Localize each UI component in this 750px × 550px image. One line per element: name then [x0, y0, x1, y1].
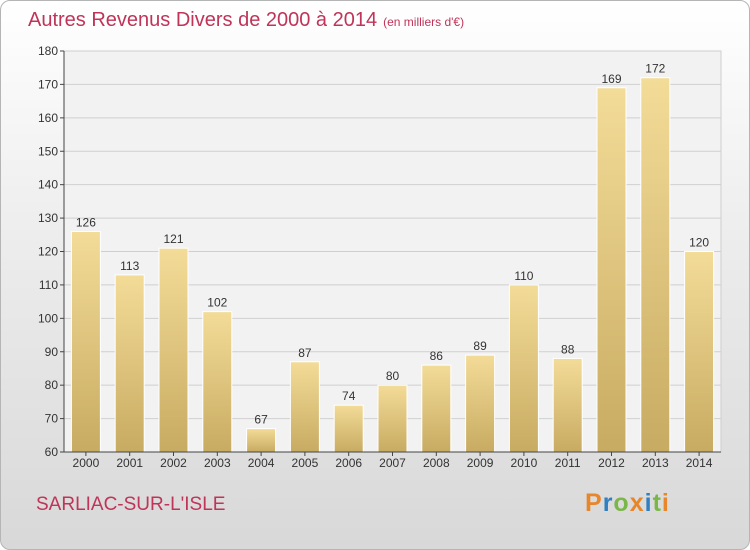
bar [465, 354, 496, 453]
bar-value-label: 102 [207, 296, 227, 310]
y-tick-label: 90 [45, 345, 59, 359]
y-tick-label: 170 [38, 77, 58, 91]
bar-value-label: 67 [254, 413, 268, 427]
x-tick-label: 2003 [204, 456, 231, 470]
logo-letter: P [585, 489, 603, 517]
y-tick-label: 160 [38, 111, 58, 125]
bar [333, 404, 364, 453]
bar-value-label: 172 [645, 62, 665, 76]
x-tick-label: 2001 [116, 456, 143, 470]
y-tick-label: 60 [45, 445, 59, 459]
x-axis: 2000 2001 2002 2003 2004 2005 2006 2007 2008 2009… [64, 451, 721, 470]
x-tick-label: 2014 [686, 456, 713, 470]
bar-value-label: 88 [561, 342, 575, 356]
logo-letter: t [652, 489, 662, 517]
bar-value-label: 80 [386, 369, 400, 383]
bar-value-label: 89 [473, 339, 487, 353]
y-axis: 60 70 80 90 100 110 120 130 140 150 160 170 180 [38, 44, 65, 459]
x-tick-label: 2004 [248, 456, 275, 470]
y-tick-label: 180 [38, 44, 58, 58]
bar [158, 247, 189, 453]
y-tick-label: 70 [45, 412, 59, 426]
bar-value-label: 110 [514, 269, 533, 283]
logo-letter: o [613, 489, 630, 517]
bar [684, 251, 715, 453]
bar [202, 311, 233, 453]
y-tick-label: 120 [38, 245, 58, 259]
title-text: Autres Revenus Divers de 2000 à 2014 [28, 9, 378, 31]
x-tick-label: 2013 [642, 456, 669, 470]
y-tick-label: 80 [45, 378, 59, 392]
x-tick-label: 2009 [467, 456, 494, 470]
bar-value-label: 126 [76, 215, 96, 229]
x-tick-label: 2010 [511, 456, 538, 470]
bar [246, 428, 277, 453]
bar [552, 357, 583, 453]
bar [70, 230, 101, 453]
bar [289, 361, 320, 453]
x-tick-label: 2007 [379, 456, 406, 470]
bar-value-label: 169 [601, 72, 621, 86]
bar-value-label: 121 [163, 232, 183, 246]
title-unit: (en milliers d'€) [383, 15, 465, 29]
x-tick-label: 2005 [292, 456, 319, 470]
x-tick-label: 2000 [73, 456, 100, 470]
bar [114, 274, 145, 453]
y-tick-label: 140 [38, 178, 58, 192]
x-tick-label: 2011 [555, 456, 581, 470]
chart-title: Autres Revenus Divers de 2000 à 2014 (en … [28, 9, 464, 32]
x-tick-label: 2006 [335, 456, 362, 470]
bar-value-label: 120 [689, 236, 709, 250]
logo-letter: r [602, 489, 614, 517]
commune-name: SARLIAC-SUR-L'ISLE [36, 494, 226, 515]
bar [421, 364, 452, 453]
bar [596, 87, 627, 453]
y-tick-label: 130 [38, 211, 58, 225]
bar-value-label: 87 [298, 346, 312, 360]
proxiti-logo: Proxiti [585, 489, 670, 518]
logo-letter: i [644, 489, 653, 517]
y-tick-label: 150 [38, 144, 58, 158]
bars: 126 113 121 102 67 87 74 80 86 89 110 88 169 172 120 [70, 62, 715, 453]
bar-value-label: 86 [430, 349, 444, 363]
logo-letter: i [661, 489, 670, 517]
y-tick-label: 100 [38, 311, 58, 325]
bar-value-label: 113 [120, 259, 139, 273]
x-tick-label: 2012 [598, 456, 625, 470]
bar-value-label: 74 [342, 389, 356, 403]
bar [640, 77, 671, 453]
bar [508, 284, 539, 453]
x-tick-label: 2002 [160, 456, 187, 470]
y-tick-label: 110 [39, 278, 58, 292]
x-tick-label: 2008 [423, 456, 450, 470]
logo-letter: x [629, 489, 645, 517]
bar [377, 384, 408, 453]
